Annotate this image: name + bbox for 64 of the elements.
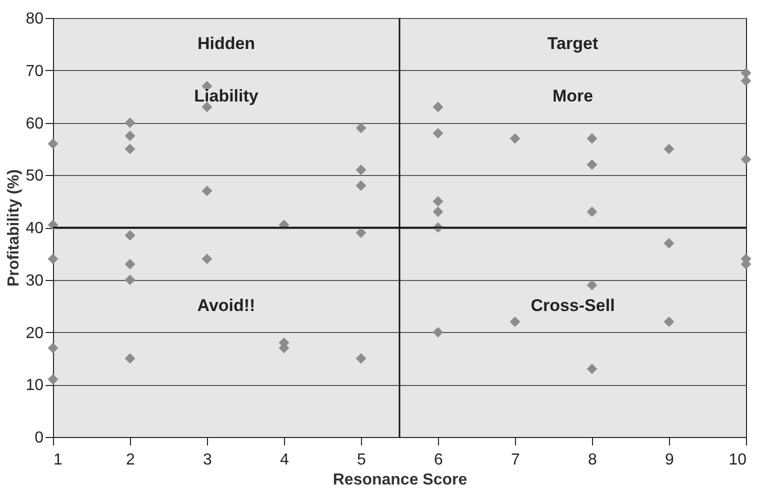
- point: [740, 68, 752, 78]
- point: [664, 238, 674, 248]
- annotation: Liability: [194, 86, 259, 106]
- point: [664, 144, 674, 154]
- y-tick-label: 80: [26, 10, 44, 28]
- point: [432, 206, 444, 218]
- point: [124, 230, 136, 241]
- annotation: Target: [547, 34, 598, 54]
- point: [48, 254, 58, 264]
- point: [48, 374, 58, 385]
- point: [124, 130, 136, 142]
- point: [356, 164, 366, 176]
- point: [586, 133, 598, 144]
- point: [740, 76, 752, 86]
- y-tick-label: 70: [26, 62, 44, 80]
- point: [586, 364, 598, 374]
- y-tick-label: 0: [34, 430, 44, 446]
- y-tick-label: 10: [26, 377, 44, 394]
- x-tick-label: 5: [357, 452, 366, 468]
- point: [432, 327, 444, 338]
- x-tick-label: 7: [511, 452, 520, 468]
- point: [124, 144, 136, 154]
- x-axis-title: Resonance Score: [332, 472, 468, 488]
- y-axis-title: Profitability (%): [6, 169, 23, 287]
- x-tick-label: 1: [54, 452, 62, 468]
- point: [124, 353, 136, 364]
- point: [48, 138, 58, 149]
- y-tick-label: 40: [26, 220, 44, 237]
- y-tick-label: 30: [26, 272, 44, 290]
- point: [510, 133, 520, 144]
- x-tick-label: 4: [280, 452, 290, 468]
- x-tick-label: 2: [126, 452, 136, 468]
- point: [664, 316, 674, 328]
- y-tick-label: 50: [26, 168, 44, 185]
- point: [586, 159, 598, 170]
- x-tick-label: 6: [434, 452, 444, 468]
- point: [510, 316, 520, 328]
- point: [356, 353, 366, 364]
- annotation: Avoid!!: [197, 296, 256, 316]
- x-tick-label: 9: [665, 452, 674, 468]
- point: [432, 196, 444, 207]
- point: [586, 206, 598, 218]
- point: [586, 280, 598, 290]
- y-tick-label: 20: [26, 324, 44, 342]
- point: [356, 122, 366, 134]
- point: [356, 227, 366, 238]
- point: [124, 118, 136, 128]
- annotation: Cross-Sell: [530, 296, 615, 316]
- annotation: Hidden: [197, 34, 256, 54]
- y-tick-label: 60: [26, 115, 44, 132]
- point: [124, 274, 136, 286]
- point: [202, 186, 212, 196]
- point: [124, 258, 136, 270]
- point: [202, 254, 212, 264]
- point: [432, 102, 444, 112]
- x-tick-label: 10: [728, 452, 747, 468]
- point: [740, 154, 752, 165]
- point: [356, 180, 366, 191]
- x-tick-label: 8: [588, 452, 598, 468]
- point: [432, 128, 444, 138]
- annotation: More: [552, 86, 594, 106]
- x-tick-label: 3: [203, 452, 212, 468]
- point: [48, 342, 58, 354]
- point: [48, 220, 58, 230]
